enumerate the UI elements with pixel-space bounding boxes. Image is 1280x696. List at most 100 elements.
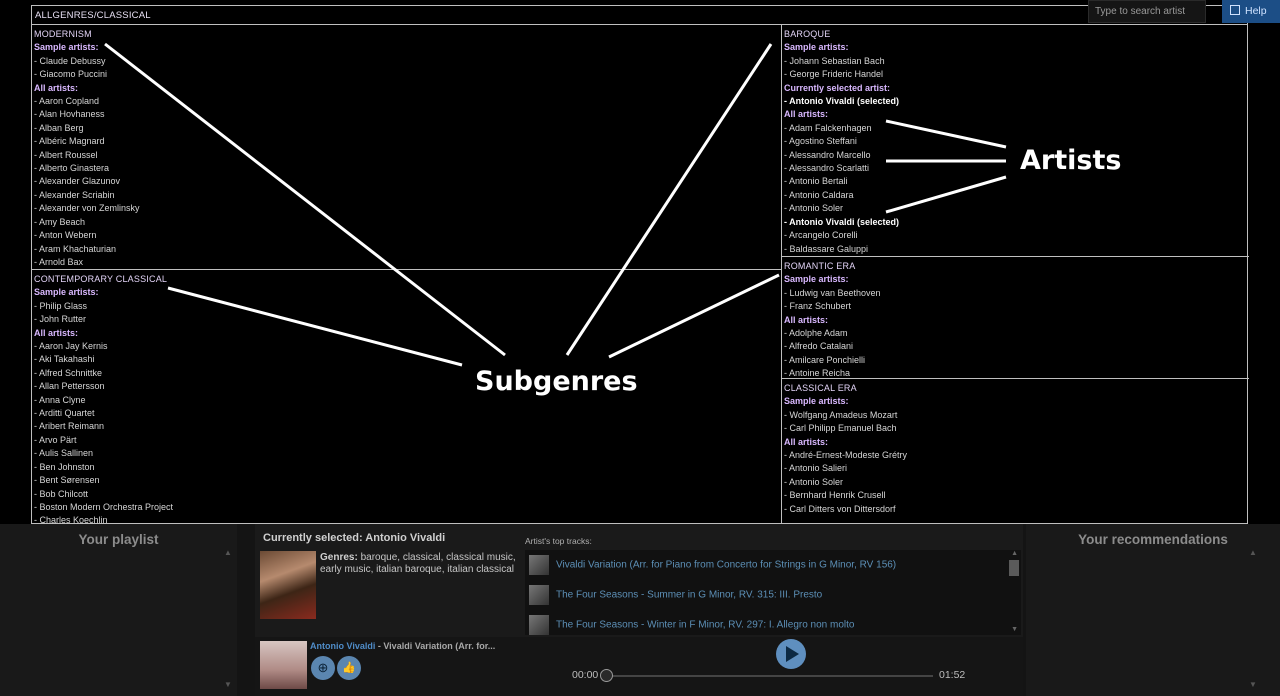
artist-item[interactable]: - Carl Ditters von Dittersdorf (784, 503, 896, 514)
artist-item[interactable]: - Aulis Sallinen (34, 448, 94, 459)
all-artists-label: All artists: (784, 109, 829, 120)
artist-item[interactable]: - Arnold Bax (34, 256, 84, 267)
top-tracks-label: Artist's top tracks: (525, 536, 592, 546)
artist-item[interactable]: - Johann Sebastian Bach (784, 55, 885, 66)
artist-item[interactable]: - Franz Schubert (784, 301, 852, 312)
artist-item[interactable]: - Arvo Pärt (34, 434, 77, 445)
scroll-down-icon[interactable]: ▼ (224, 680, 232, 689)
artist-item[interactable]: - Bob Chilcott (34, 488, 89, 499)
artist-item[interactable]: - Albéric Magnard (34, 136, 105, 147)
selected-artist-item[interactable]: - Antonio Vivaldi (selected) (784, 96, 900, 107)
artist-item[interactable]: - André-Ernest-Modeste Grétry (784, 450, 908, 461)
artist-item[interactable]: - Alban Berg (34, 122, 84, 133)
artist-item[interactable]: - Alexander Glazunov (34, 176, 121, 187)
artist-item[interactable]: - Aki Takahashi (34, 354, 95, 365)
recommendations-panel[interactable]: Your recommendations ▲ ▼ (1026, 524, 1280, 696)
artist-item[interactable]: - Antonio Caldara (784, 189, 854, 200)
artist-item[interactable]: - Baldassare Galuppi (784, 243, 869, 254)
artist-item[interactable]: - Ben Johnston (34, 461, 95, 472)
help-button[interactable]: Help (1222, 0, 1280, 23)
subgenre-name: CONTEMPORARY CLASSICAL (34, 274, 168, 284)
help-label: Help (1245, 5, 1267, 17)
subgenres-annotation: Subgenres (475, 366, 638, 397)
artist-item[interactable]: - Aaron Copland (34, 96, 100, 107)
artist-item[interactable]: - Alexander von Zemlinsky (34, 203, 140, 214)
sample-artists-label: Sample artists: (34, 287, 99, 298)
artist-item[interactable]: - Adam Falckenhagen (784, 122, 872, 133)
scroll-up-icon[interactable]: ▲ (224, 548, 232, 557)
artist-item[interactable]: - Alberto Ginastera (34, 163, 110, 174)
artist-item[interactable]: - Boston Modern Orchestra Project (34, 501, 174, 512)
artist-item[interactable]: - Antonio Salieri (784, 463, 848, 474)
artist-item[interactable]: - Alan Hovhaness (34, 109, 105, 120)
artist-item[interactable]: - Antoine Reicha (784, 368, 851, 379)
artist-item[interactable]: - Anna Clyne (34, 394, 86, 405)
external-link-icon (1230, 5, 1240, 15)
artist-item[interactable]: - George Frideric Handel (784, 69, 884, 80)
artist-item[interactable]: - Alessandro Scarlatti (784, 163, 870, 174)
subgenre-tile-baroque[interactable]: BAROQUE Sample artists: - Johann Sebastian… (781, 25, 1249, 257)
scrollbar-thumb[interactable] (1009, 560, 1019, 576)
subgenre-tile-modernism[interactable]: MODERNISM Sample artists: - Claude Debussy… (32, 25, 782, 270)
artist-item[interactable]: - Antonio Soler (784, 203, 844, 214)
artist-item[interactable]: - Amilcare Ponchielli (784, 354, 866, 365)
artist-item[interactable]: - Aribert Reimann (34, 421, 105, 432)
now-playing-artist[interactable]: Antonio Vivaldi (310, 641, 376, 651)
artist-item[interactable]: - Carl Philipp Emanuel Bach (784, 423, 897, 434)
scroll-up-icon[interactable]: ▲ (1011, 550, 1018, 557)
artist-item[interactable]: - Alexander Scriabin (34, 189, 115, 200)
genres-label: Genres: (320, 552, 358, 563)
artist-item[interactable]: - Antonio Soler (784, 476, 844, 487)
artist-item[interactable]: - Philip Glass (34, 300, 88, 311)
artist-item[interactable]: - Aram Khachaturian (34, 243, 117, 254)
artist-item[interactable]: - Alessandro Marcello (784, 149, 871, 160)
genre-explorer: ALLGENRES/CLASSICAL MODERNISM Sample arti… (31, 5, 1249, 525)
scroll-down-icon[interactable]: ▼ (1249, 680, 1257, 689)
selected-artist-item[interactable]: - Antonio Vivaldi (selected) (784, 216, 900, 227)
artist-item[interactable]: - Allan Pettersson (34, 381, 105, 392)
top-tracks-list[interactable]: Vivaldi Variation (Arr. for Piano from C… (525, 550, 1021, 635)
artist-item[interactable]: - Charles Koechlin (34, 515, 108, 525)
seek-bar[interactable] (607, 675, 933, 677)
playlist-panel[interactable]: Your playlist ▲ ▼ (0, 524, 237, 696)
artist-item[interactable]: - Agostino Steffani (784, 136, 857, 147)
artist-item[interactable]: - Antonio Bertali (784, 176, 848, 187)
artist-item[interactable]: - Bent Sørensen (34, 475, 100, 486)
scroll-up-icon[interactable]: ▲ (1249, 548, 1257, 557)
artist-item[interactable]: - Albert Roussel (34, 149, 98, 160)
subgenre-tile-classical-era[interactable]: CLASSICAL ERA Sample artists: - Wolfgang A… (781, 378, 1249, 525)
breadcrumb[interactable]: ALLGENRES/CLASSICAL (32, 6, 1247, 25)
artist-item[interactable]: - Claude Debussy (34, 55, 106, 66)
add-to-playlist-button[interactable]: ⊕ (311, 656, 335, 680)
artist-item[interactable]: - Arcangelo Corelli (784, 230, 858, 241)
scroll-down-icon[interactable]: ▼ (1011, 626, 1018, 633)
seek-knob[interactable] (600, 669, 613, 682)
play-button[interactable] (776, 639, 806, 669)
artist-item[interactable]: - Amy Beach (34, 216, 86, 227)
search-input[interactable]: Type to search artist (1088, 0, 1206, 23)
artist-item[interactable]: - Alfred Schnittke (34, 367, 103, 378)
track-item[interactable]: The Four Seasons - Summer in G Minor, RV… (529, 585, 822, 605)
track-cover-icon (529, 555, 549, 575)
artist-item[interactable]: - Bernhard Henrik Crusell (784, 490, 886, 501)
track-cover-icon (529, 615, 549, 635)
artist-item[interactable]: - Giacomo Puccini (34, 69, 108, 80)
all-artists-label: All artists: (34, 327, 79, 338)
artist-item[interactable]: - Wolfgang Amadeus Mozart (784, 409, 898, 420)
subgenre-tile-romantic-era[interactable]: ROMANTIC ERA Sample artists: - Ludwig van … (781, 256, 1249, 379)
subgenre-tile-contemporary-classical[interactable]: CONTEMPORARY CLASSICAL Sample artists: - P… (32, 269, 782, 525)
subgenre-name: CLASSICAL ERA (784, 383, 857, 393)
track-item[interactable]: Vivaldi Variation (Arr. for Piano from C… (529, 555, 896, 575)
artist-item[interactable]: - John Rutter (34, 314, 87, 325)
artist-item[interactable]: - Arditti Quartet (34, 408, 95, 419)
like-button[interactable]: 👍 (337, 656, 361, 680)
artist-item[interactable]: - Alfredo Catalani (784, 341, 854, 352)
artist-item[interactable]: - Anton Webern (34, 230, 97, 241)
artist-item[interactable]: - Aaron Jay Kernis (34, 341, 108, 352)
track-item[interactable]: The Four Seasons - Winter in F Minor, RV… (529, 615, 854, 635)
subgenre-name: ROMANTIC ERA (784, 261, 856, 271)
track-title: The Four Seasons - Summer in G Minor, RV… (556, 589, 823, 601)
artist-item[interactable]: - Ludwig van Beethoven (784, 287, 881, 298)
artist-item[interactable]: - Adolphe Adam (784, 328, 848, 339)
subgenre-name: MODERNISM (34, 29, 92, 39)
